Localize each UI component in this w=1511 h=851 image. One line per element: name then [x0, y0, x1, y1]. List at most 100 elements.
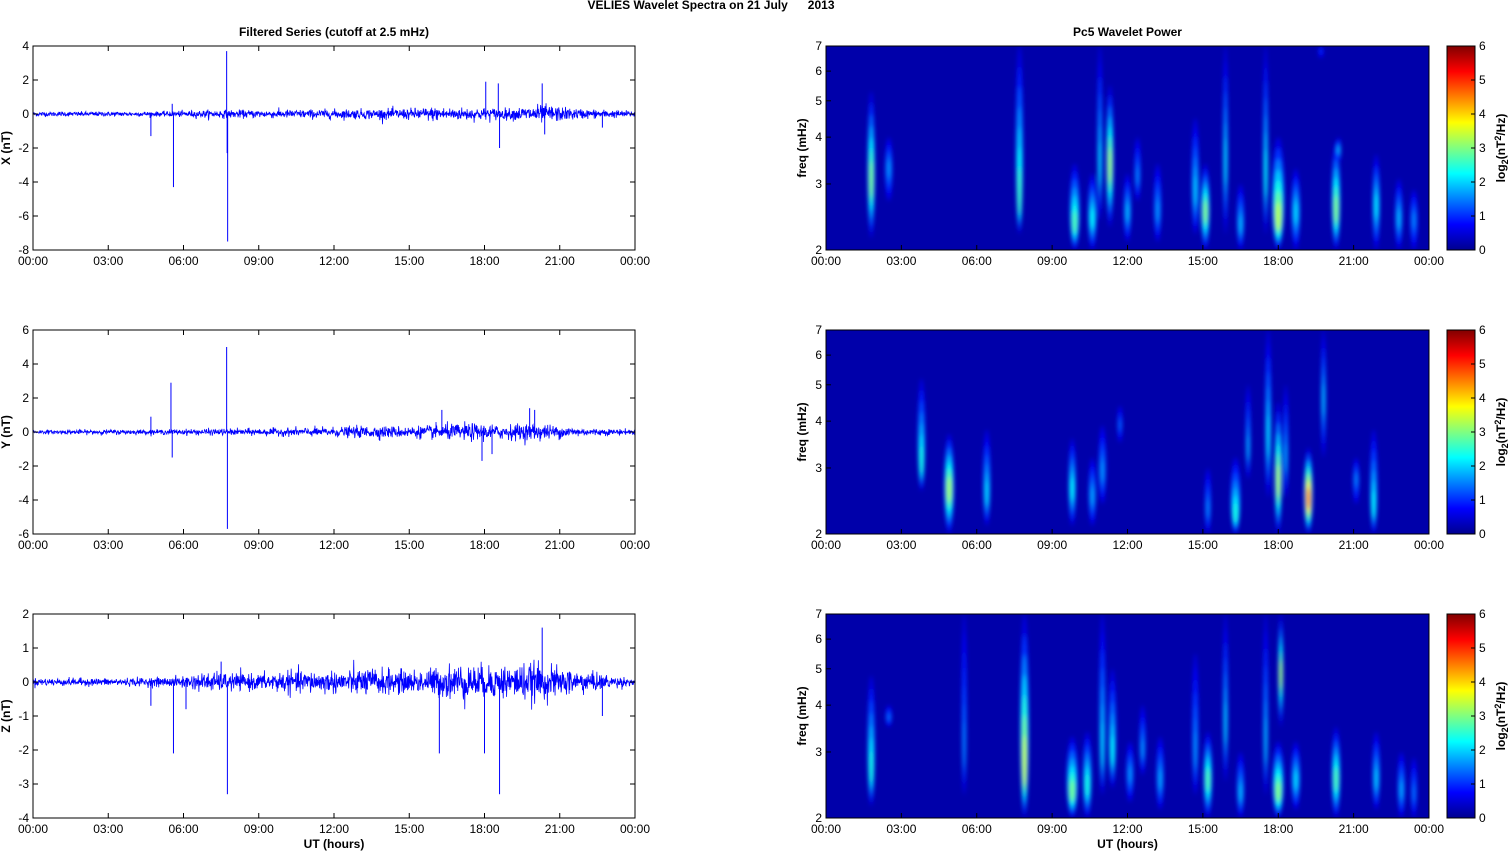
- power-blob: [1275, 781, 1281, 801]
- power-blob: [1098, 141, 1102, 186]
- x-tick-label: 06:00: [962, 822, 992, 836]
- power-blob: [1264, 149, 1268, 197]
- y-tick-label: 0: [22, 675, 29, 689]
- x-tick-label: 09:00: [244, 254, 274, 268]
- y-axis-label: X (nT): [0, 131, 13, 165]
- y-axis-label: freq (mHz): [795, 686, 809, 745]
- x-tick-label: 00:00: [620, 254, 650, 268]
- y-tick-label: -8: [18, 243, 29, 257]
- y-tick-label: 5: [815, 378, 822, 392]
- timeseries-panel-z: 210-1-2-3-400:00 03:00 06:00 09:00 12:00 15:0…: [0, 607, 650, 851]
- x-tick-label: 21:00: [545, 254, 575, 268]
- power-blob: [1275, 202, 1282, 231]
- power-blob: [1090, 208, 1095, 228]
- y-tick-label: -6: [18, 209, 29, 223]
- power-blob: [1279, 660, 1283, 689]
- wavelet-panel-x: Pc5 Wavelet Power 2 3 4 5 6 7 00:00 03:00 06:00 09…: [795, 25, 1510, 268]
- power-blob: [946, 476, 952, 502]
- y-tick-label: 5: [815, 662, 822, 676]
- x-tick-label: 03:00: [886, 254, 916, 268]
- x-tick-label: 03:00: [93, 822, 123, 836]
- power-blob: [1128, 766, 1132, 783]
- y-tick-label: 7: [815, 39, 822, 53]
- y-axis-label: freq (mHz): [795, 118, 809, 177]
- power-blob: [1205, 769, 1210, 791]
- colorbar-label: log2(nT2/Hz): [1493, 398, 1510, 467]
- wavelet-panel-y: 2 3 4 5 6 7 00:00 03:00 06:00 09:00 12:00 15:00 18:0…: [795, 323, 1510, 552]
- power-blob: [1100, 721, 1104, 767]
- power-blob: [887, 160, 891, 177]
- y-tick-label: 6: [22, 323, 29, 337]
- power-blob: [1354, 473, 1358, 486]
- colorbar: 0 1 2 3 4 5 6 log2(nT2/Hz): [1446, 607, 1510, 825]
- y-tick-label: -4: [18, 811, 29, 825]
- heatmap-area: [826, 614, 1429, 818]
- x-axis-label: UT (hours): [1097, 837, 1158, 851]
- power-blob: [869, 160, 873, 198]
- power-blob: [1069, 780, 1075, 801]
- y-tick-label: 4: [22, 357, 29, 371]
- colorbar-label: log2(nT2/Hz): [1493, 682, 1510, 751]
- y-tick-label: 2: [815, 527, 822, 541]
- y-tick-label: 0: [22, 425, 29, 439]
- x-tick-label: 18:00: [469, 822, 499, 836]
- heatmap-blobs: [867, 46, 1418, 250]
- colorbar-tick-label: 3: [1479, 425, 1486, 439]
- y-tick-label: 4: [815, 698, 822, 712]
- x-tick-label: 18:00: [469, 254, 499, 268]
- x-tick-label: 06:00: [962, 254, 992, 268]
- power-blob: [1158, 770, 1162, 789]
- series-trace-y: [32, 421, 636, 446]
- x-tick-label: 06:00: [168, 822, 198, 836]
- x-tick-label: 18:00: [469, 538, 499, 552]
- x-tick-label: 21:00: [1339, 538, 1369, 552]
- power-blob: [1266, 414, 1270, 457]
- power-blob: [1321, 383, 1325, 416]
- colorbar-gradient: [1446, 613, 1476, 819]
- x-tick-label: 00:00: [18, 538, 48, 552]
- colorbar-tick-label: 4: [1479, 107, 1486, 121]
- x-tick-label: 15:00: [394, 254, 424, 268]
- x-tick-label: 00:00: [620, 822, 650, 836]
- y-axis-label: Z (nT): [0, 699, 13, 732]
- power-blob: [1108, 147, 1112, 184]
- x-tick-label: 09:00: [1037, 254, 1067, 268]
- y-tick-label: -4: [18, 493, 29, 507]
- power-blob: [1233, 503, 1238, 523]
- power-blob: [1372, 490, 1376, 517]
- power-blob: [1141, 740, 1145, 758]
- y-tick-label: 2: [815, 243, 822, 257]
- x-tick-label: 06:00: [168, 538, 198, 552]
- y-tick-label: -6: [18, 527, 29, 541]
- y-tick-label: 7: [815, 323, 822, 337]
- x-tick-label: 03:00: [886, 822, 916, 836]
- y-axis-label: Y (nT): [0, 415, 13, 449]
- y-tick-label: -2: [18, 743, 29, 757]
- power-blob: [1293, 202, 1298, 223]
- power-blob: [1412, 212, 1416, 228]
- x-tick-label: 00:00: [811, 254, 841, 268]
- x-tick-label: 12:00: [1112, 822, 1142, 836]
- power-blob: [1306, 487, 1311, 510]
- series-trace-z: [32, 659, 636, 710]
- power-blob: [1334, 767, 1339, 791]
- x-tick-label: 03:00: [93, 538, 123, 552]
- y-tick-label: 0: [22, 107, 29, 121]
- x-tick-label: 09:00: [244, 822, 274, 836]
- power-blob: [1399, 781, 1404, 799]
- power-blob: [1110, 735, 1115, 766]
- colorbar-tick-label: 1: [1479, 777, 1486, 791]
- power-blob: [1264, 717, 1268, 763]
- power-blob: [1319, 49, 1323, 53]
- x-tick-label: 15:00: [1188, 822, 1218, 836]
- x-tick-label: 06:00: [962, 538, 992, 552]
- y-tick-label: 4: [815, 130, 822, 144]
- timeseries-title: Filtered Series (cutoff at 2.5 mHz): [239, 25, 429, 39]
- power-blob: [1246, 435, 1250, 460]
- x-tick-label: 21:00: [545, 538, 575, 552]
- y-tick-label: 3: [815, 745, 822, 759]
- colorbar: 0 1 2 3 4 5 6 log2(nT2/Hz): [1446, 39, 1510, 257]
- x-tick-label: 15:00: [394, 538, 424, 552]
